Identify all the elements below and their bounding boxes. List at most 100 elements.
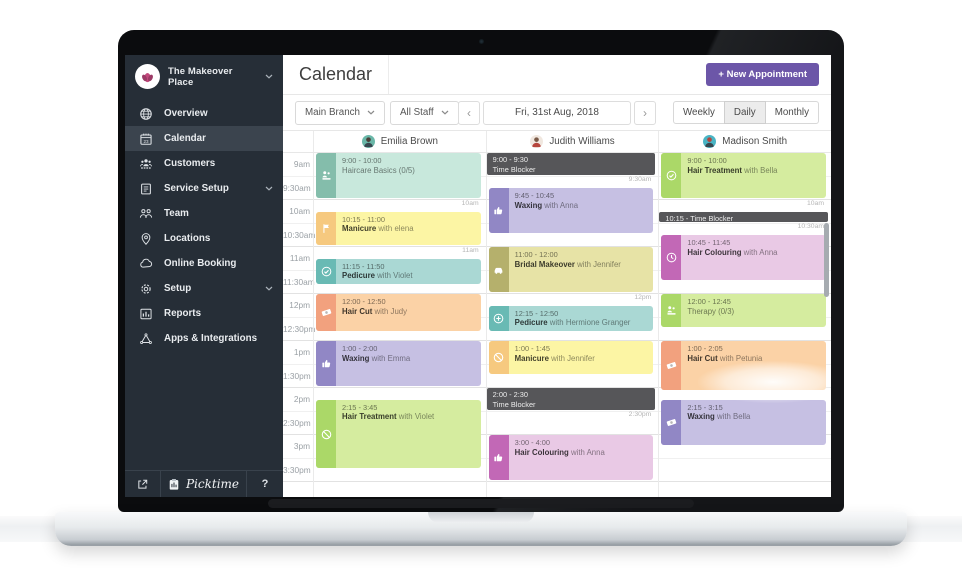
time-gutter-spacer [283,131,313,152]
sidebar-item-service-setup[interactable]: Service Setup [125,176,283,201]
appointment-block-manicure[interactable]: 10:15 - 11:00 Manicure with elena [316,211,481,245]
scrollbar-thumb[interactable] [824,223,829,297]
time-blocker-block[interactable]: 10:15 - Time Blocker [659,211,829,222]
team-icon [138,206,154,222]
external-link-icon [138,479,148,489]
staff-column-madison-smith[interactable]: 9:00 - 10:00 Hair Treatment with Bella 10a… [658,153,831,497]
appointment-block-pedicure[interactable]: 11:15 - 11:50 Pedicure with Violet [316,258,481,285]
view-tab-daily[interactable]: Daily [723,101,766,124]
time-label: 2:30pm [283,417,311,428]
staff-name: Emilia Brown [380,136,438,147]
app-window: The Makeover Place Overview 23 Calendar Cus… [125,55,831,497]
reports-icon [138,306,154,322]
group-icon [661,294,682,328]
sidebar-nav: Overview 23 Calendar Customers Service Setup… [125,101,283,470]
laptop-base [55,512,907,546]
appointment-block-hair-treatment[interactable]: 9:00 - 10:00 Hair Treatment with Bella [661,153,827,198]
plus-icon [488,305,509,332]
toolbar-filters: Main Branch All Staff [295,100,459,125]
grid-row [283,271,831,294]
sidebar-item-label: Team [164,208,189,219]
ban-icon [488,341,509,375]
staff-column-header-emilia-brown[interactable]: Emilia Brown [313,131,486,152]
account-switcher[interactable]: The Makeover Place [125,55,283,97]
grid-row [283,318,831,341]
staff-column-header-madison-smith[interactable]: Madison Smith [658,131,831,152]
appointment-block-hair-cut[interactable]: 12:00 - 12:50 Hair Cut with Judy [316,294,481,332]
customers-icon [138,156,154,172]
sidebar-item-team[interactable]: Team [125,201,283,226]
appointment-block-bridal-makeover[interactable]: 11:00 - 12:00 Bridal Makeover with Jennif… [488,247,654,292]
time-label: 12pm [289,300,310,310]
view-tab-weekly[interactable]: Weekly [672,101,725,124]
toolbar: Main Branch All Staff [283,95,831,131]
sidebar-item-online-booking[interactable]: Online Booking [125,251,283,276]
end-time-label: 10am [807,199,825,207]
appointment-block-hair-treatment[interactable]: 2:15 - 3:45 Hair Treatment with Violet [316,399,481,469]
prev-day-button[interactable]: ‹ [458,100,480,125]
new-appointment-button[interactable]: + New Appointment [706,63,819,86]
appointment-block-hair-colouring[interactable]: 10:45 - 11:45 Hair Colouring with Anna [661,235,827,281]
columns-header: Emilia Brown Judith Williams Madison Smith [283,131,831,153]
staff-column-judith-williams[interactable]: 9:00 - 9:30 Time Blocker 9:30am 9:45 - 10:4… [485,153,659,497]
sidebar-item-calendar[interactable]: 23 Calendar [125,126,283,151]
event-time: 10:45 - 11:45 [687,238,731,248]
chevron-down-icon [265,186,273,191]
staff-column-header-judith-williams[interactable]: Judith Williams [485,131,659,152]
help-button[interactable]: ? [261,478,269,490]
time-blocker-block[interactable]: 9:00 - 9:30 Time Blocker [486,153,656,175]
appointment-block-haircare-basics-0-5[interactable]: 9:00 - 10:00 Haircare Basics (0/5) [316,153,481,198]
calendar-grid: 9am 9:30am 10am 10:30am 11am 11:30am 12pm 12:30… [283,153,831,497]
time-label: 12:30pm [283,323,316,334]
brand-name: The Makeover Place [168,65,233,88]
sidebar-item-reports[interactable]: Reports [125,301,283,326]
next-day-button[interactable]: › [634,100,656,125]
sidebar-item-apps-integrations[interactable]: Apps & Integrations [125,326,283,351]
staff-column-emilia-brown[interactable]: 9:00 - 10:00 Haircare Basics (0/5) 10am 10:… [313,153,486,497]
services-icon [138,181,154,197]
time-label: 9am [293,159,310,169]
sidebar-item-setup[interactable]: Setup [125,276,283,301]
appointment-block-waxing[interactable]: 2:15 - 3:15 Waxing with Bella [661,399,827,445]
appointment-block-therapy-0-3[interactable]: 12:00 - 12:45 Therapy (0/3) [661,294,827,328]
laptop-screen: The Makeover Place Overview 23 Calendar Cus… [118,30,844,512]
event-title: Hair Cut with Judy [342,306,408,316]
picktime-logo-icon [169,478,179,490]
sidebar-item-locations[interactable]: Locations [125,226,283,251]
appointment-block-pedicure[interactable]: 12:15 - 12:50 Pedicure with Hermione Gran… [488,305,654,332]
sidebar-footer: Picktime ? [125,470,283,497]
location-icon [138,231,154,247]
appointment-block-waxing[interactable]: 1:00 - 2:00 Waxing with Emma [316,341,481,386]
appointment-block-hair-cut[interactable]: 1:00 - 2:05 Hair Cut with Petunia [661,341,827,390]
event-title: Haircare Basics (0/5) [342,165,415,175]
end-time-label: 11am [462,246,479,254]
end-time-label: 10:30am [797,223,825,230]
event-title: Waxing with Emma [342,353,411,363]
laptop-camera-icon [479,39,484,44]
event-title: Hair Colouring with Anna [514,447,605,457]
end-time-label: 10am [461,199,479,207]
time-label: 3:30pm [283,464,311,475]
appointment-block-hair-colouring[interactable]: 3:00 - 4:00 Hair Colouring with Anna [488,435,654,480]
branch-dropdown[interactable]: Main Branch [295,100,385,125]
money-icon [661,399,682,445]
time-blocker-block[interactable]: 2:00 - 2:30 Time Blocker [486,388,656,410]
sidebar-item-label: Customers [164,158,216,169]
time-label: 1pm [293,347,310,357]
date-display[interactable]: Fri, 31st Aug, 2018 [483,100,631,125]
event-title: Pedicure with Violet [342,271,413,281]
event-title: Therapy (0/3) [687,306,735,316]
event-time: 3:00 - 4:00 [514,438,551,447]
sidebar-item-overview[interactable]: Overview [125,101,283,126]
view-tab-monthly[interactable]: Monthly [764,101,819,124]
avatar [361,135,375,148]
appointment-block-waxing[interactable]: 9:45 - 10:45 Waxing with Anna [488,188,654,234]
staff-dropdown[interactable]: All Staff [390,100,459,125]
external-link-button[interactable] [125,471,161,497]
appointment-block-manicure[interactable]: 1:00 - 1:45 Manicure with Jennifer [488,341,654,375]
sidebar-item-customers[interactable]: Customers [125,151,283,176]
event-title: Pedicure with Hermione Granger [514,318,631,328]
chevron-down-icon [367,110,375,115]
time-label: 10am [289,206,310,216]
car-icon [488,247,509,292]
